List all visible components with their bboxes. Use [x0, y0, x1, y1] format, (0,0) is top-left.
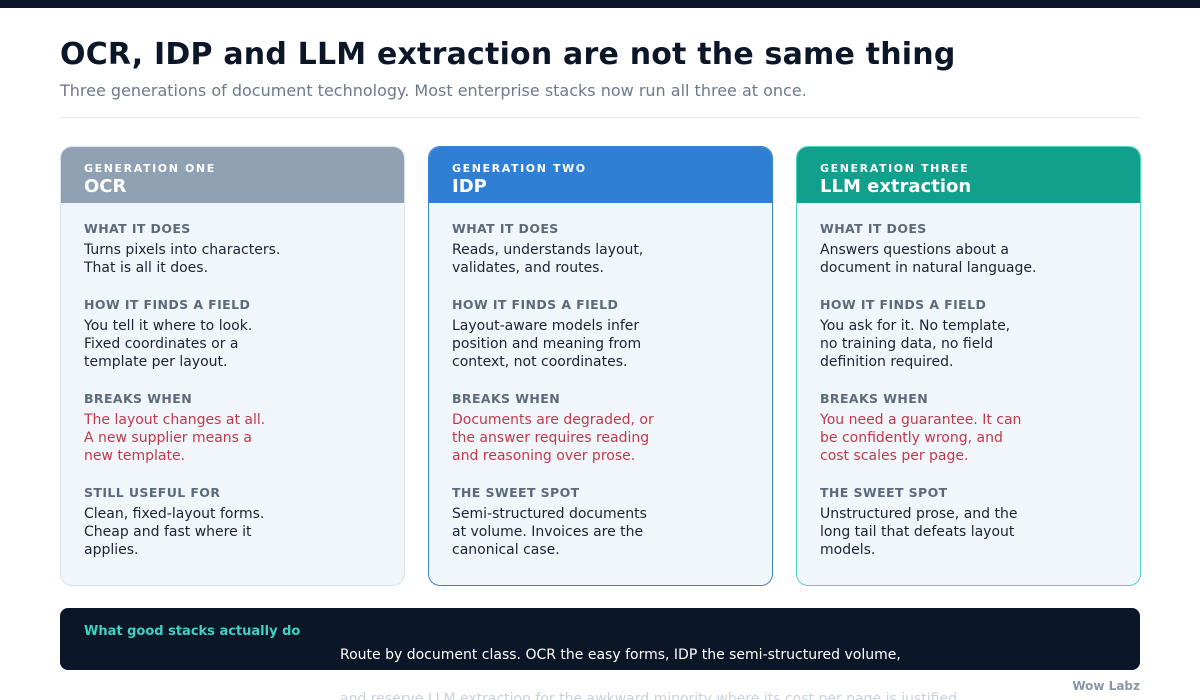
card-body: WHAT IT DOES Answers questions about a d…: [797, 203, 1140, 559]
section-breaks-when: BREAKS WHEN Documents are degraded, or t…: [452, 391, 752, 465]
section-sweet-spot: THE SWEET SPOT Unstructured prose, and t…: [820, 485, 1120, 559]
section-how-it-finds: HOW IT FINDS A FIELD You tell it where t…: [84, 297, 384, 371]
card-body: WHAT IT DOES Turns pixels into character…: [61, 203, 404, 559]
callout-line-1: Route by document class. OCR the easy fo…: [340, 647, 901, 663]
generation-label: GENERATION ONE: [84, 162, 216, 175]
generation-label: GENERATION TWO: [452, 162, 587, 175]
section-how-it-finds: HOW IT FINDS A FIELD Layout-aware models…: [452, 297, 752, 371]
section-label: BREAKS WHEN: [452, 391, 561, 406]
section-sweet-spot: THE SWEET SPOT Semi-structured documents…: [452, 485, 752, 559]
section-label: BREAKS WHEN: [84, 391, 193, 406]
callout-text: Route by document class. OCR the easy fo…: [340, 622, 961, 700]
section-label: THE SWEET SPOT: [452, 485, 580, 500]
page-title: OCR, IDP and LLM extraction are not the …: [60, 37, 956, 72]
card-header: GENERATION THREE LLM extraction: [797, 147, 1140, 203]
section-text: The layout changes at all. A new supplie…: [84, 412, 266, 464]
section-still-useful: STILL USEFUL FOR Clean, fixed-layout for…: [84, 485, 384, 559]
section-text: You ask for it. No template, no training…: [820, 318, 1011, 370]
card-ocr: GENERATION ONE OCR WHAT IT DOES Turns pi…: [60, 146, 405, 586]
section-label: HOW IT FINDS A FIELD: [820, 297, 987, 312]
section-label: HOW IT FINDS A FIELD: [84, 297, 251, 312]
card-header: GENERATION ONE OCR: [61, 147, 404, 203]
generation-label: GENERATION THREE: [820, 162, 970, 175]
callout-line-2: and reserve LLM extraction for the awkwa…: [340, 691, 962, 700]
section-what-it-does: WHAT IT DOES Turns pixels into character…: [84, 221, 384, 277]
section-text: Clean, fixed-layout forms. Cheap and fas…: [84, 506, 265, 558]
card-title: IDP: [452, 176, 487, 197]
section-label: THE SWEET SPOT: [820, 485, 948, 500]
brand-watermark: Wow Labz: [1072, 679, 1140, 693]
header-divider: [60, 117, 1140, 118]
summary-callout: What good stacks actually do Route by do…: [60, 608, 1140, 700]
section-text: Answers questions about a document in na…: [820, 242, 1037, 276]
section-label: WHAT IT DOES: [84, 221, 191, 236]
section-label: BREAKS WHEN: [820, 391, 929, 406]
section-text: Turns pixels into characters. That is al…: [84, 242, 281, 276]
section-what-it-does: WHAT IT DOES Reads, understands layout, …: [452, 221, 752, 277]
section-text: Semi-structured documents at volume. Inv…: [452, 506, 647, 558]
section-what-it-does: WHAT IT DOES Answers questions about a d…: [820, 221, 1120, 277]
section-breaks-when: BREAKS WHEN You need a guarantee. It can…: [820, 391, 1120, 465]
card-header: GENERATION TWO IDP: [429, 147, 772, 203]
card-body: WHAT IT DOES Reads, understands layout, …: [429, 203, 772, 559]
callout-label: What good stacks actually do: [84, 624, 301, 639]
card-title: LLM extraction: [820, 176, 972, 197]
card-idp: GENERATION TWO IDP WHAT IT DOES Reads, u…: [428, 146, 773, 586]
section-how-it-finds: HOW IT FINDS A FIELD You ask for it. No …: [820, 297, 1120, 371]
page-subtitle: Three generations of document technology…: [60, 81, 807, 100]
section-label: HOW IT FINDS A FIELD: [452, 297, 619, 312]
section-text: Documents are degraded, or the answer re…: [452, 412, 654, 464]
section-text: Unstructured prose, and the long tail th…: [820, 506, 1018, 558]
section-label: WHAT IT DOES: [820, 221, 927, 236]
top-accent-bar: [0, 0, 1200, 8]
section-text: Layout-aware models infer position and m…: [452, 318, 642, 370]
card-title: OCR: [84, 176, 127, 197]
section-breaks-when: BREAKS WHEN The layout changes at all. A…: [84, 391, 384, 465]
section-label: WHAT IT DOES: [452, 221, 559, 236]
section-text: You tell it where to look. Fixed coordin…: [84, 318, 253, 370]
section-text: You need a guarantee. It can be confiden…: [820, 412, 1022, 464]
card-llm-extraction: GENERATION THREE LLM extraction WHAT IT …: [796, 146, 1141, 586]
section-text: Reads, understands layout, validates, an…: [452, 242, 644, 276]
section-label: STILL USEFUL FOR: [84, 485, 221, 500]
